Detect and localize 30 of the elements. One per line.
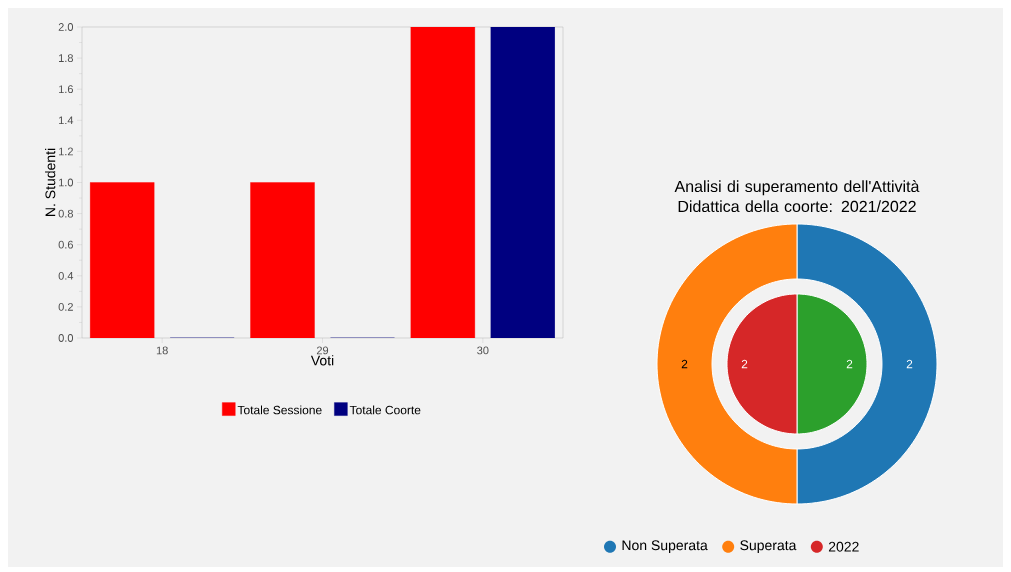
x-tick-label: 29 — [316, 346, 329, 355]
data-label: 2 — [846, 359, 853, 369]
legend-label: Superata — [740, 540, 797, 554]
y-tick-label: 1.4 — [59, 116, 74, 125]
legend-label: Non Superata — [622, 540, 708, 554]
bar — [410, 26, 476, 338]
y-tick-label: 0.8 — [58, 209, 73, 218]
y-tick-label: 2.0 — [58, 23, 74, 31]
y-tick-label: 1.6 — [59, 85, 73, 94]
data-label: 2 — [681, 359, 688, 369]
bar — [250, 182, 315, 338]
x-axis-title: Voti — [310, 355, 334, 366]
x-tick-label: 30 — [477, 346, 489, 355]
bar — [89, 182, 155, 338]
y-tick-label: 1.2 — [59, 147, 73, 156]
legend-label: Totale Coorte — [349, 405, 421, 415]
y-tick-label: 0.4 — [58, 271, 74, 280]
y-tick-label: 1.8 — [59, 54, 73, 62]
legend-label: 2022 — [828, 541, 859, 552]
y-tick-label: 0.6 — [58, 240, 73, 249]
y-tick-label: 0.2 — [58, 303, 73, 311]
bar — [490, 26, 556, 338]
x-tick-label: 18 — [156, 346, 168, 355]
legend-label: Totale Sessione — [237, 405, 322, 415]
data-label: 2 — [741, 359, 748, 369]
y-tick-label: 1.0 — [59, 178, 74, 187]
y-tick-label: 0.0 — [58, 334, 74, 342]
y-axis-title: N. Studenti — [45, 148, 56, 216]
data-label: 2 — [906, 359, 913, 369]
chart-title: Analisi di superamento dell'Attività Didattica della coorte: 2021/2022 — [674, 180, 920, 213]
